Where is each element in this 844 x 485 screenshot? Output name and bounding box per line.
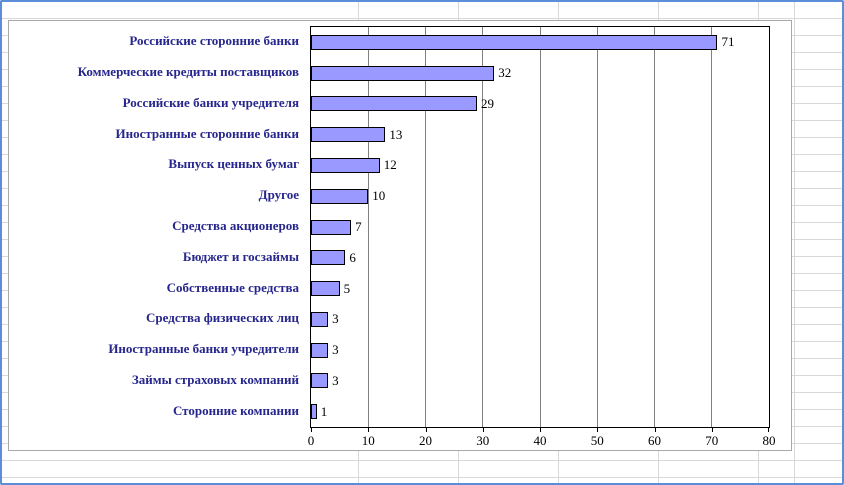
- x-axis-tick-label: 10: [361, 433, 375, 448]
- plot-gridline: [367, 27, 369, 427]
- x-axis-tick: [768, 428, 769, 432]
- x-axis-tick: [425, 428, 427, 432]
- bar-value-label: 5: [343, 280, 351, 296]
- category-label: Средства физических лиц: [146, 310, 299, 326]
- bar: [311, 34, 718, 50]
- bar: [311, 373, 329, 389]
- bar: [311, 96, 478, 112]
- bar: [311, 65, 495, 81]
- x-axis-tick-label: 70: [705, 433, 719, 448]
- bar-value-label: 13: [389, 126, 403, 142]
- bar: [311, 281, 340, 297]
- category-labels: Российские сторонние банки Коммерческие к…: [9, 26, 305, 428]
- x-axis-tick: [654, 428, 656, 432]
- x-axis-tick: [597, 428, 599, 432]
- category-label: Собственные средства: [166, 279, 299, 295]
- x-axis-tick-label: 0: [307, 433, 315, 448]
- x-axis-tick-label: 40: [533, 433, 547, 448]
- plot-area: 71 32 29 13 12 10 7 6 5 3 3 3 1: [310, 26, 770, 428]
- bar: [311, 250, 346, 266]
- category-label: Российские сторонние банки: [129, 33, 299, 49]
- bar: [311, 311, 329, 327]
- bar: [311, 219, 352, 235]
- bar-value-label: 3: [332, 372, 339, 388]
- plot-gridline: [539, 27, 541, 427]
- category-label: Иностранные банки учредители: [108, 341, 299, 357]
- x-axis-tick: [368, 428, 370, 432]
- plot-gridline: [425, 27, 426, 427]
- bar: [311, 127, 386, 143]
- plot-gridline: [596, 27, 598, 427]
- bar-value-label: 32: [498, 65, 512, 81]
- x-axis-tick: [311, 428, 312, 432]
- bar: [311, 342, 329, 358]
- plot-gridline: [482, 27, 484, 427]
- bar-value-label: 7: [355, 218, 362, 234]
- category-label: Бюджет и госзаймы: [182, 248, 299, 264]
- category-label: Сторонние компании: [172, 402, 299, 418]
- category-label: Другое: [258, 187, 299, 203]
- bar-value-label: 12: [383, 157, 397, 173]
- x-axis-tick-label: 30: [476, 433, 490, 448]
- sheet-gridline: [794, 2, 795, 483]
- x-axis-tick-label: 20: [419, 433, 432, 448]
- category-label: Российские банки учредителя: [122, 94, 299, 110]
- plot-gridline: [711, 27, 713, 427]
- bar-value-label: 3: [332, 342, 339, 358]
- category-label: Иностранные сторонние банки: [115, 125, 299, 141]
- x-axis-tick: [540, 428, 541, 432]
- category-label: Выпуск ценных бумаг: [168, 156, 299, 172]
- bar-value-label: 6: [349, 249, 356, 265]
- bar-value-label: 3: [332, 311, 339, 327]
- x-axis-tick-label: 80: [762, 433, 776, 448]
- x-axis-tick-label: 60: [648, 433, 661, 448]
- bar-value-label: 10: [372, 188, 386, 204]
- category-label: Займы страховых компаний: [131, 371, 299, 387]
- bar-value-label: 71: [721, 34, 735, 50]
- chart[interactable]: Российские сторонние банки Коммерческие к…: [8, 20, 792, 451]
- x-axis: 0 10 20 30 40 50 60 70 80: [307, 428, 776, 450]
- x-axis-tick-label: 50: [590, 433, 604, 448]
- bar: [311, 157, 380, 173]
- bar: [311, 404, 317, 420]
- category-label: Средства акционеров: [172, 217, 299, 233]
- x-axis-tick: [482, 428, 484, 432]
- bar-value-label: 29: [481, 95, 495, 111]
- bar-value-label: 1: [320, 403, 328, 419]
- x-axis-tick: [711, 428, 713, 432]
- category-label: Коммерческие кредиты поставщиков: [77, 64, 299, 80]
- bar: [311, 188, 369, 204]
- plot-gridline: [654, 27, 655, 427]
